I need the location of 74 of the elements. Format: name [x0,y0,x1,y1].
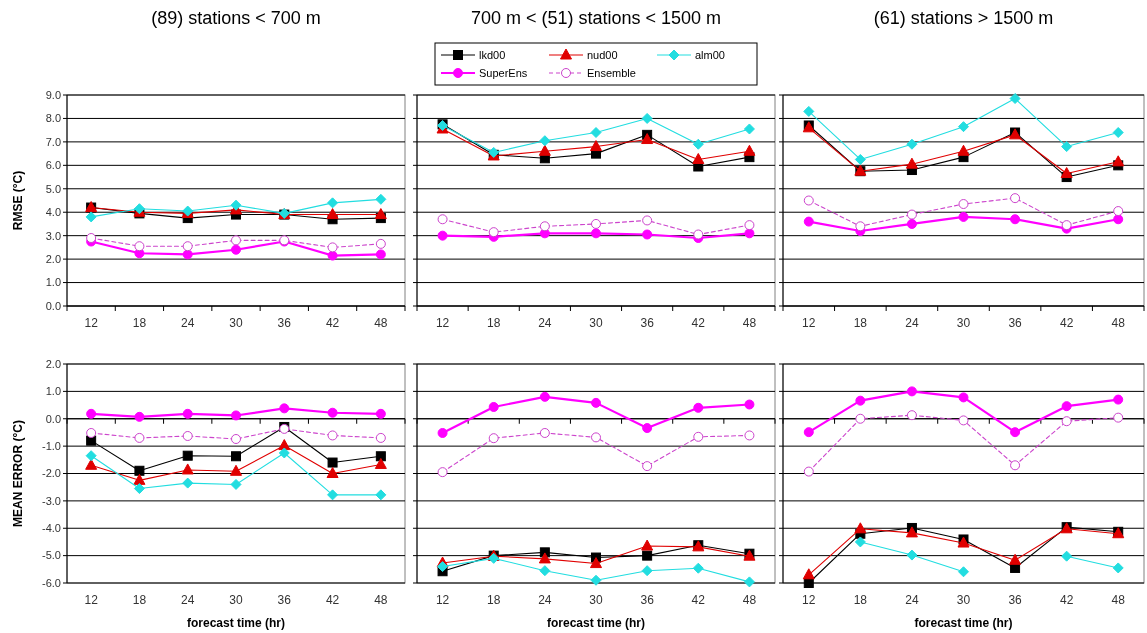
x-tick-label: 42 [1059,316,1074,330]
y-tick-label: 4.0 [45,206,61,219]
x-tick-label: 24 [905,593,919,607]
y-tick-label: -1.0 [42,439,61,452]
x-tick-label: 12 [84,316,99,330]
x-axis-title: forecast time (hr) [186,616,286,630]
x-axis-title: forecast time (hr) [546,616,646,630]
x-tick-label: 12 [84,593,99,607]
y-tick-label: 3.0 [45,229,61,242]
x-tick-label: 48 [374,593,388,607]
x-tick-label: 36 [277,316,292,330]
x-tick-label: 36 [640,593,655,607]
legend-label: lkd00 [479,48,506,61]
x-tick-label: 18 [487,593,501,607]
x-tick-label: 42 [691,316,706,330]
x-tick-label: 48 [742,316,757,330]
x-tick-label: 24 [181,593,195,607]
x-tick-label: 30 [956,593,971,607]
x-tick-label: 30 [589,316,603,330]
y-tick-label: 2.0 [45,357,61,370]
x-tick-label: 24 [181,316,195,330]
y-tick-label: 5.0 [45,182,61,195]
x-tick-label: 12 [802,316,816,330]
x-tick-label: 24 [905,316,919,330]
x-tick-label: 30 [956,316,971,330]
y-tick-label: 2.0 [45,252,61,265]
y-tick-label: 6.0 [45,159,61,172]
y-axis-title: MEAN ERROR (°C) [11,420,25,527]
x-tick-label: 12 [802,593,816,607]
chart-title: 700 m < (51) stations < 1500 m [470,8,722,28]
y-tick-label: -3.0 [42,494,61,507]
x-tick-label: 42 [1059,593,1074,607]
x-tick-label: 18 [853,593,868,607]
x-tick-label: 24 [538,593,552,607]
x-tick-label: 42 [325,316,340,330]
y-tick-label: 9.0 [45,88,61,101]
y-tick-label: -5.0 [42,549,61,562]
legend-label: nud00 [587,48,618,61]
x-tick-label: 30 [589,593,603,607]
x-tick-label: 30 [229,316,243,330]
x-tick-label: 18 [132,316,147,330]
x-tick-label: 12 [435,593,450,607]
x-tick-label: 36 [1008,593,1023,607]
y-axis-title: RMSE (°C) [11,170,25,231]
legend-label: alm00 [695,48,725,61]
x-tick-label: 36 [1008,316,1023,330]
x-tick-label: 18 [132,593,147,607]
y-tick-label: -2.0 [42,467,61,480]
x-tick-label: 48 [1111,593,1126,607]
x-tick-label: 24 [538,316,552,330]
x-tick-label: 36 [640,316,655,330]
y-tick-label: -4.0 [42,522,61,535]
legend-label: SuperEns [479,66,528,79]
x-axis-title: forecast time (hr) [914,616,1013,630]
y-tick-label: -6.0 [42,576,61,589]
x-tick-label: 48 [1111,316,1126,330]
x-tick-label: 18 [487,316,501,330]
x-tick-label: 42 [691,593,706,607]
x-tick-label: 18 [853,316,868,330]
legend-label: Ensemble [587,66,636,79]
x-tick-label: 12 [435,316,450,330]
chart-title: (89) stations < 700 m [151,8,321,28]
x-tick-label: 48 [374,316,388,330]
y-tick-label: 0.0 [45,299,61,312]
y-tick-label: 1.0 [45,276,61,289]
x-tick-label: 30 [229,593,243,607]
x-tick-label: 36 [277,593,292,607]
y-tick-label: 0.0 [45,412,61,425]
chart-title: (61) stations > 1500 m [873,8,1054,28]
x-tick-label: 48 [742,593,757,607]
y-tick-label: 1.0 [45,385,61,398]
y-tick-label: 8.0 [45,112,61,125]
y-tick-label: 7.0 [45,135,61,148]
x-tick-label: 42 [325,593,340,607]
